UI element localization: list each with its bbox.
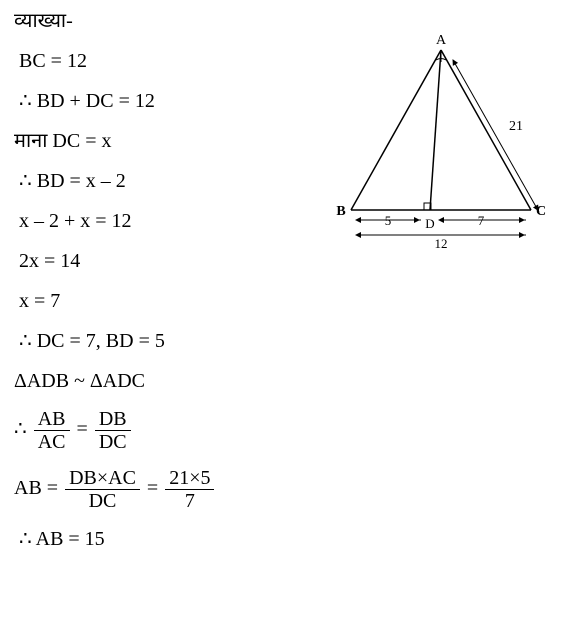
point-d-label: D [425,216,434,231]
bd-text: ∴ BD = x – 2 [19,170,126,192]
bc-length-label: 12 [435,236,448,251]
altitude-ad [430,50,441,210]
den-ac: AC [34,431,70,453]
fraction-dbac-dc: DB×ACDC [65,467,140,512]
equation-x: x = 7 [14,288,567,314]
num-db: DB [95,408,131,431]
bc-text: BC = 12 [19,50,87,72]
fraction-db-dc: DBDC [95,408,131,453]
den-7: 7 [165,490,214,512]
measure-ac [453,60,539,212]
vertex-c-label: C [536,204,546,219]
fraction-21x5-7: 21×57 [165,467,214,512]
vertex-b-label: B [336,204,345,219]
ab-calc-line: AB = DB×ACDC = 21×57 [14,467,567,512]
fraction-ab-ac: ABAC [34,408,70,453]
triangle-diagram: A B C D 21 5 7 12 [321,30,561,280]
side-ab [351,50,441,210]
den-dc: DC [95,431,131,453]
equals-2: = [142,477,163,499]
equals-1: = [72,418,93,440]
ac-length-label: 21 [509,119,523,134]
x-text: x = 7 [19,290,60,312]
dc-length-label: 7 [478,213,485,228]
den-dc2: DC [65,490,140,512]
twox-text: 2x = 14 [19,250,80,272]
num-dbac: DB×AC [65,467,140,490]
num-21x5: 21×5 [165,467,214,490]
ab-result: ∴ AB = 15 [19,528,105,550]
dc-bd-text: ∴ DC = 7, BD = 5 [19,330,165,352]
ratio-line: ∴ ABAC = DBDC [14,408,567,453]
vertex-a-label: A [436,33,447,48]
bd-length-label: 5 [385,213,392,228]
final-answer: ∴ AB = 15 [14,526,567,552]
similar-triangles: ΔADB ~ ΔADC [14,368,567,394]
therefore-dc-bd: ∴ DC = 7, BD = 5 [14,328,567,354]
ab-prefix: AB = [14,477,63,499]
bd-dc-text: ∴ BD + DC = 12 [19,90,155,112]
num-ab: AB [34,408,70,431]
therefore-prefix: ∴ [14,418,32,440]
sum-text: x – 2 + x = 12 [19,210,132,232]
